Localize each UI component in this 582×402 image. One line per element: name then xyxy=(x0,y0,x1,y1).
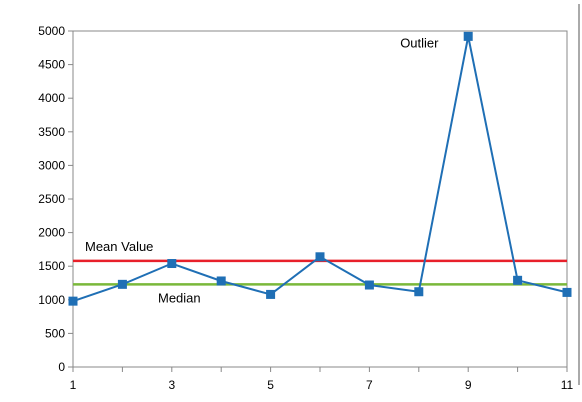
x-tick-label: 5 xyxy=(267,378,274,392)
x-tick-label: 1 xyxy=(70,378,77,392)
y-axis: 0 500 1000 1500 2000 2500 3000 3500 4000 4500 5000 xyxy=(38,24,73,374)
y-tick-label: 4000 xyxy=(38,91,65,105)
data-point xyxy=(167,259,177,269)
data-point xyxy=(266,289,276,299)
y-tick-label: 3500 xyxy=(38,125,65,139)
y-tick-label: 500 xyxy=(45,326,65,340)
data-point xyxy=(68,296,78,306)
median-label: Median xyxy=(158,290,201,305)
y-tick-label: 1500 xyxy=(38,259,65,273)
x-axis: 1 3 5 7 9 11 xyxy=(70,367,574,392)
y-tick-label: 4500 xyxy=(38,58,65,72)
series-group xyxy=(68,31,572,306)
mean-value-label: Mean Value xyxy=(85,239,153,254)
x-tick-label: 9 xyxy=(465,378,472,392)
y-tick-label: 2500 xyxy=(38,192,65,206)
x-tick-label: 7 xyxy=(366,378,373,392)
y-tick-label: 3000 xyxy=(38,158,65,172)
data-point xyxy=(315,252,325,262)
plot-area xyxy=(72,30,568,368)
data-point xyxy=(414,287,424,297)
data-point xyxy=(117,279,127,289)
x-tick-label: 3 xyxy=(168,378,175,392)
x-tick-label: 11 xyxy=(561,378,574,392)
data-point xyxy=(562,287,572,297)
data-point xyxy=(364,280,374,290)
data-point xyxy=(513,275,523,285)
outlier-label: Outlier xyxy=(400,35,439,50)
y-tick-label: 5000 xyxy=(38,24,65,38)
y-tick-label: 0 xyxy=(58,360,65,374)
data-point xyxy=(216,276,226,286)
y-tick-label: 1000 xyxy=(38,293,65,307)
y-tick-label: 2000 xyxy=(38,226,65,240)
data-point xyxy=(463,31,473,41)
annotations: Mean Value Median Outlier xyxy=(85,35,439,305)
